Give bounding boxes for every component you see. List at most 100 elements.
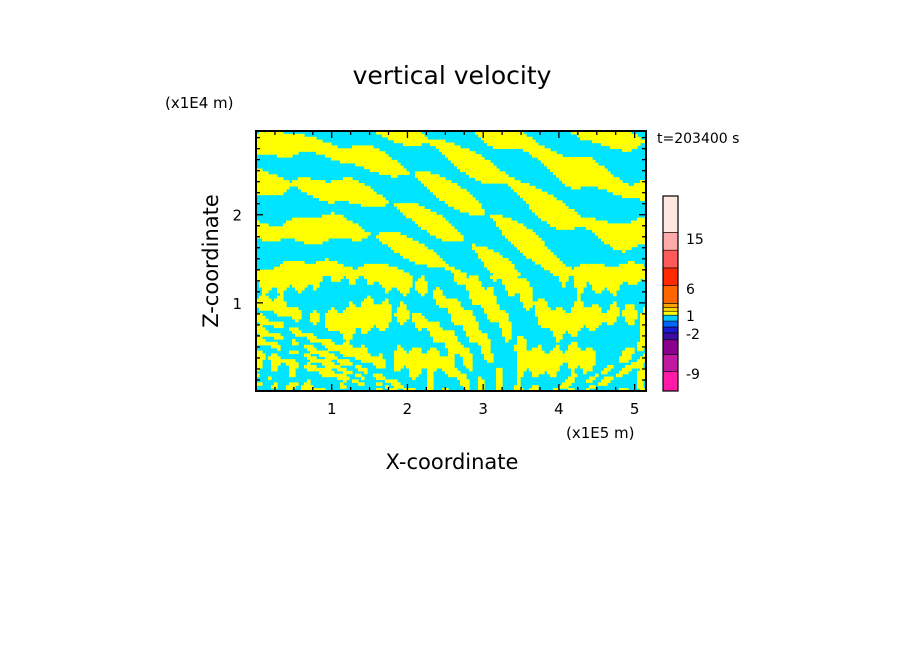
field-cell: [541, 159, 545, 164]
field-cell: [358, 272, 362, 277]
field-cell: [316, 350, 320, 355]
field-cell: [298, 229, 302, 233]
field-cell: [403, 304, 407, 308]
field-cell: [493, 275, 497, 279]
field-cell: [259, 226, 263, 230]
field-cell: [412, 373, 416, 378]
field-cell: [403, 252, 407, 256]
field-cell: [451, 315, 455, 320]
field-cell: [310, 344, 314, 349]
field-cell: [331, 272, 335, 277]
field-cell: [607, 272, 611, 277]
field-cell: [640, 232, 644, 236]
field-cell: [517, 272, 521, 277]
field-cell: [460, 237, 464, 242]
field-cell: [475, 177, 479, 181]
field-cell: [562, 211, 566, 216]
field-cell: [559, 266, 563, 271]
field-cell: [307, 177, 311, 181]
field-cell: [289, 229, 293, 233]
field-cell: [304, 284, 308, 288]
field-cell: [559, 174, 563, 178]
field-cell: [592, 287, 596, 291]
field-cell: [397, 232, 401, 236]
field-cell: [469, 211, 473, 216]
field-cell: [550, 356, 554, 360]
field-cell: [610, 278, 614, 282]
field-cell: [355, 269, 359, 274]
field-cell: [631, 263, 635, 268]
field-cell: [523, 191, 527, 196]
field-cell: [295, 142, 299, 147]
field-cell: [457, 185, 461, 190]
field-cell: [361, 235, 365, 239]
field-cell: [478, 177, 482, 181]
field-cell: [463, 200, 467, 204]
field-cell: [484, 298, 488, 303]
field-cell: [532, 301, 536, 305]
field-cell: [343, 321, 347, 326]
field-cell: [325, 188, 329, 193]
field-cell: [643, 370, 646, 375]
field-cell: [466, 191, 470, 196]
field-cell: [355, 223, 359, 227]
field-cell: [589, 162, 593, 167]
field-cell: [463, 209, 467, 213]
field-cell: [556, 200, 560, 204]
field-cell: [493, 255, 497, 259]
field-cell: [433, 226, 437, 230]
field-cell: [592, 376, 596, 381]
field-cell: [277, 275, 281, 279]
field-cell: [466, 310, 470, 314]
field-cell: [379, 269, 383, 274]
field-cell: [574, 310, 578, 314]
field-cell: [565, 209, 569, 213]
field-cell: [295, 362, 299, 366]
field-cell: [499, 220, 503, 225]
field-cell: [607, 365, 611, 369]
field-cell: [415, 240, 419, 245]
field-cell: [439, 295, 443, 300]
field-cell: [346, 185, 350, 190]
field-cell: [484, 292, 488, 297]
field-cell: [580, 263, 584, 268]
field-cell: [502, 275, 506, 279]
field-cell: [538, 157, 542, 161]
field-cell: [637, 341, 641, 346]
field-cell: [277, 333, 281, 337]
field-cell: [334, 217, 338, 222]
field-cell: [586, 159, 590, 164]
field-cell: [514, 142, 518, 147]
field-cell: [295, 237, 299, 242]
field-cell: [589, 263, 593, 268]
field-cell: [433, 330, 437, 334]
field-cell: [367, 266, 371, 271]
field-cell: [499, 373, 503, 378]
field-cell: [256, 359, 260, 363]
field-cell: [313, 278, 317, 282]
field-cell: [496, 304, 500, 308]
field-cell: [421, 220, 425, 225]
field-cell: [304, 229, 308, 233]
field-cell: [295, 315, 299, 320]
field-cell: [460, 278, 464, 282]
field-cell: [529, 287, 533, 291]
field-cell: [412, 255, 416, 259]
field-cell: [550, 211, 554, 216]
field-cell: [442, 188, 446, 193]
field-cell: [490, 310, 494, 314]
field-cell: [343, 370, 347, 375]
field-cell: [424, 220, 428, 225]
field-cell: [433, 359, 437, 363]
field-cell: [280, 148, 284, 152]
field-cell: [511, 266, 515, 271]
field-cell: [589, 353, 593, 357]
field-cell: [391, 235, 395, 239]
field-cell: [352, 185, 356, 190]
field-cell: [319, 183, 323, 187]
field-cell: [466, 171, 470, 175]
field-cell: [466, 379, 470, 383]
field-cell: [364, 266, 368, 271]
field-cell: [508, 292, 512, 297]
field-cell: [346, 154, 350, 158]
